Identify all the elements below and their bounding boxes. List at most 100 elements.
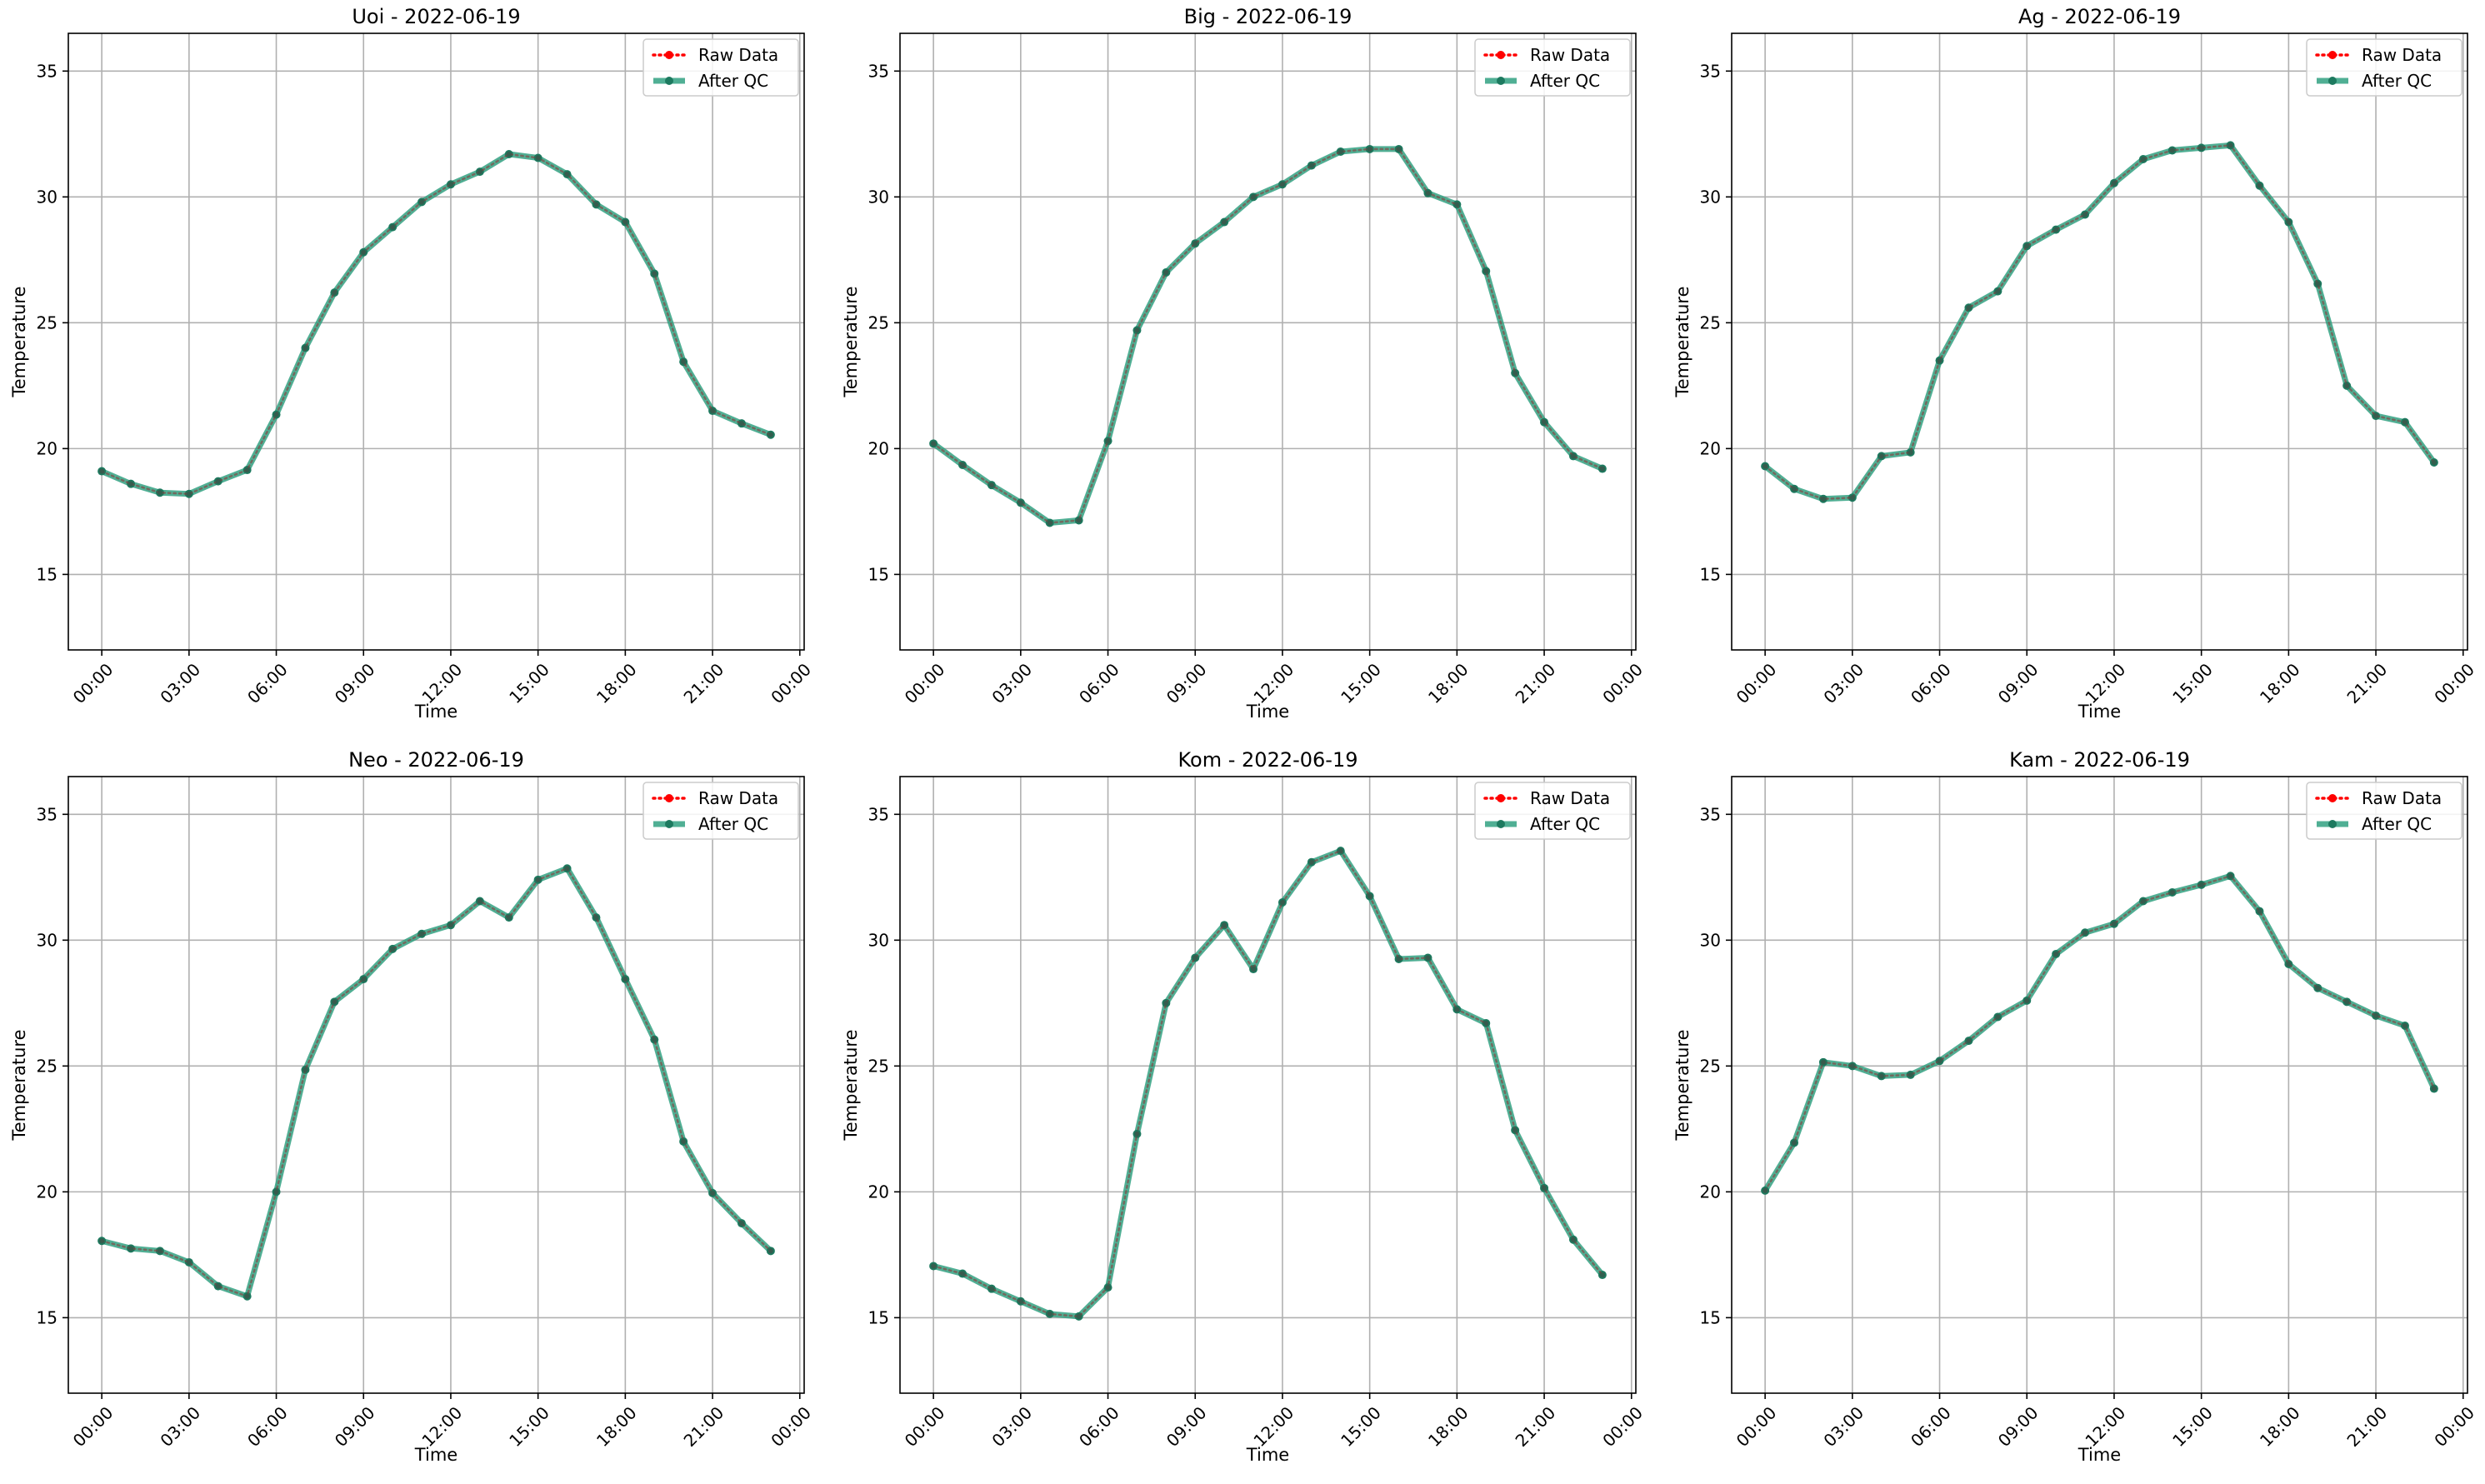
raw-data-point xyxy=(448,182,454,187)
y-tick-label: 35 xyxy=(868,61,889,81)
x-axis-label: Time xyxy=(1246,702,1289,722)
raw-data-point xyxy=(1820,1059,1827,1066)
raw-data-point xyxy=(1018,1298,1024,1304)
raw-data-point xyxy=(1163,269,1169,276)
raw-data-point xyxy=(652,271,658,277)
raw-data-point xyxy=(128,1246,134,1252)
legend-marker-raw-data xyxy=(665,794,673,802)
raw-data-point xyxy=(1425,190,1431,196)
raw-data-point xyxy=(1221,922,1228,928)
raw-data-point xyxy=(1192,241,1198,247)
raw-data-point xyxy=(1966,1037,1972,1044)
axes-frame xyxy=(68,32,805,651)
raw-data-point xyxy=(1105,1284,1111,1291)
series-line-raw-data xyxy=(100,152,772,495)
raw-data-point xyxy=(1396,956,1402,962)
x-tick-label: 00:00 xyxy=(767,1402,815,1451)
axes-frame xyxy=(1731,32,2468,651)
raw-data-point xyxy=(302,1067,308,1073)
x-tick-label: 03:00 xyxy=(156,1402,204,1451)
raw-data-point xyxy=(1076,1313,1082,1320)
x-tick-label: 12:00 xyxy=(2082,659,2130,707)
raw-data-point xyxy=(1396,146,1402,152)
raw-data-point xyxy=(273,412,279,417)
raw-data-point xyxy=(1849,495,1856,501)
y-tick-label: 35 xyxy=(1700,61,1721,81)
raw-data-point xyxy=(1762,463,1768,469)
x-axis-label: Time xyxy=(2078,702,2121,722)
raw-data-point xyxy=(930,441,937,447)
x-tick-label: 06:00 xyxy=(1075,1402,1123,1451)
raw-data-point xyxy=(157,490,163,496)
raw-data-point xyxy=(186,491,192,497)
series-line-raw-data xyxy=(100,867,772,1298)
y-tick-label: 15 xyxy=(868,564,889,584)
y-tick-label: 30 xyxy=(1700,187,1721,207)
raw-data-point xyxy=(1541,419,1548,425)
raw-data-point xyxy=(1908,1072,1913,1078)
x-tick-label: 03:00 xyxy=(988,1402,1036,1451)
y-tick-label: 20 xyxy=(868,1182,889,1202)
legend-marker-after-qc xyxy=(1497,820,1505,828)
raw-data-point xyxy=(2140,898,2147,904)
chart-title: Neo - 2022-06-19 xyxy=(348,748,524,772)
legend-marker-raw-data xyxy=(1497,794,1505,802)
raw-data-point xyxy=(1966,305,1972,311)
x-tick-label: 18:00 xyxy=(2256,659,2304,707)
x-tick-label: 21:00 xyxy=(2343,1402,2392,1451)
raw-data-point xyxy=(709,407,716,414)
series-line-raw-data xyxy=(932,849,1604,1318)
raw-data-point xyxy=(361,976,367,982)
raw-data-point xyxy=(1250,194,1257,200)
subplot-5: 00:00 03:00 06:00 09:00 12:00 15:00 18:00 21:00… xyxy=(841,748,1647,1465)
raw-data-point xyxy=(768,1248,774,1254)
x-tick-label: 21:00 xyxy=(1512,1402,1560,1451)
x-tick-label: 18:00 xyxy=(2256,1402,2304,1451)
raw-data-point xyxy=(1483,1020,1489,1027)
raw-data-point xyxy=(1512,370,1518,376)
raw-data-point xyxy=(1454,202,1460,207)
raw-data-point xyxy=(273,1189,279,1195)
legend-marker-raw-data xyxy=(1497,51,1505,59)
raw-data-point xyxy=(622,976,628,982)
raw-data-point xyxy=(418,199,425,205)
legend-marker-raw-data xyxy=(2328,794,2337,802)
raw-data-point xyxy=(1570,453,1577,459)
x-tick-label: 06:00 xyxy=(1907,659,1955,707)
x-tick-label: 15:00 xyxy=(1337,659,1385,707)
raw-data-point xyxy=(2052,227,2059,232)
raw-data-point xyxy=(1908,449,1913,456)
raw-data-point xyxy=(1250,966,1257,972)
raw-data-point xyxy=(680,358,687,365)
y-tick-label: 30 xyxy=(868,930,889,950)
raw-data-point xyxy=(535,877,541,883)
series-line-after-qc xyxy=(1762,872,2438,1194)
raw-data-point xyxy=(1878,453,1884,459)
legend-label-raw-data: Raw Data xyxy=(698,45,778,65)
x-tick-label: 03:00 xyxy=(1819,1402,1868,1451)
x-tick-label: 12:00 xyxy=(418,659,467,707)
raw-data-point xyxy=(1791,1140,1798,1146)
raw-data-point xyxy=(1221,219,1228,225)
x-tick-label: 06:00 xyxy=(243,1402,292,1451)
x-tick-label: 00:00 xyxy=(1732,659,1781,707)
raw-data-point xyxy=(2140,156,2147,162)
x-tick-label: 06:00 xyxy=(243,659,292,707)
raw-data-point xyxy=(2228,873,2233,879)
raw-data-point xyxy=(186,1259,192,1266)
raw-data-point xyxy=(593,914,599,921)
raw-data-point xyxy=(622,219,628,225)
raw-data-point xyxy=(2431,459,2438,466)
raw-data-point xyxy=(2082,212,2088,217)
raw-data-point xyxy=(593,202,599,207)
x-tick-label: 21:00 xyxy=(680,659,728,707)
raw-data-point xyxy=(535,155,541,161)
y-axis-label: Temperature xyxy=(9,1029,29,1141)
raw-data-point xyxy=(98,1238,105,1244)
series-line-raw-data xyxy=(932,147,1604,524)
subplot-2: 00:00 03:00 06:00 09:00 12:00 15:00 18:00 21:00… xyxy=(841,5,1647,722)
raw-data-point xyxy=(652,1037,658,1042)
x-tick-label: 00:00 xyxy=(69,659,118,707)
axes-frame xyxy=(1731,776,2468,1394)
raw-data-point xyxy=(2431,1086,2438,1092)
